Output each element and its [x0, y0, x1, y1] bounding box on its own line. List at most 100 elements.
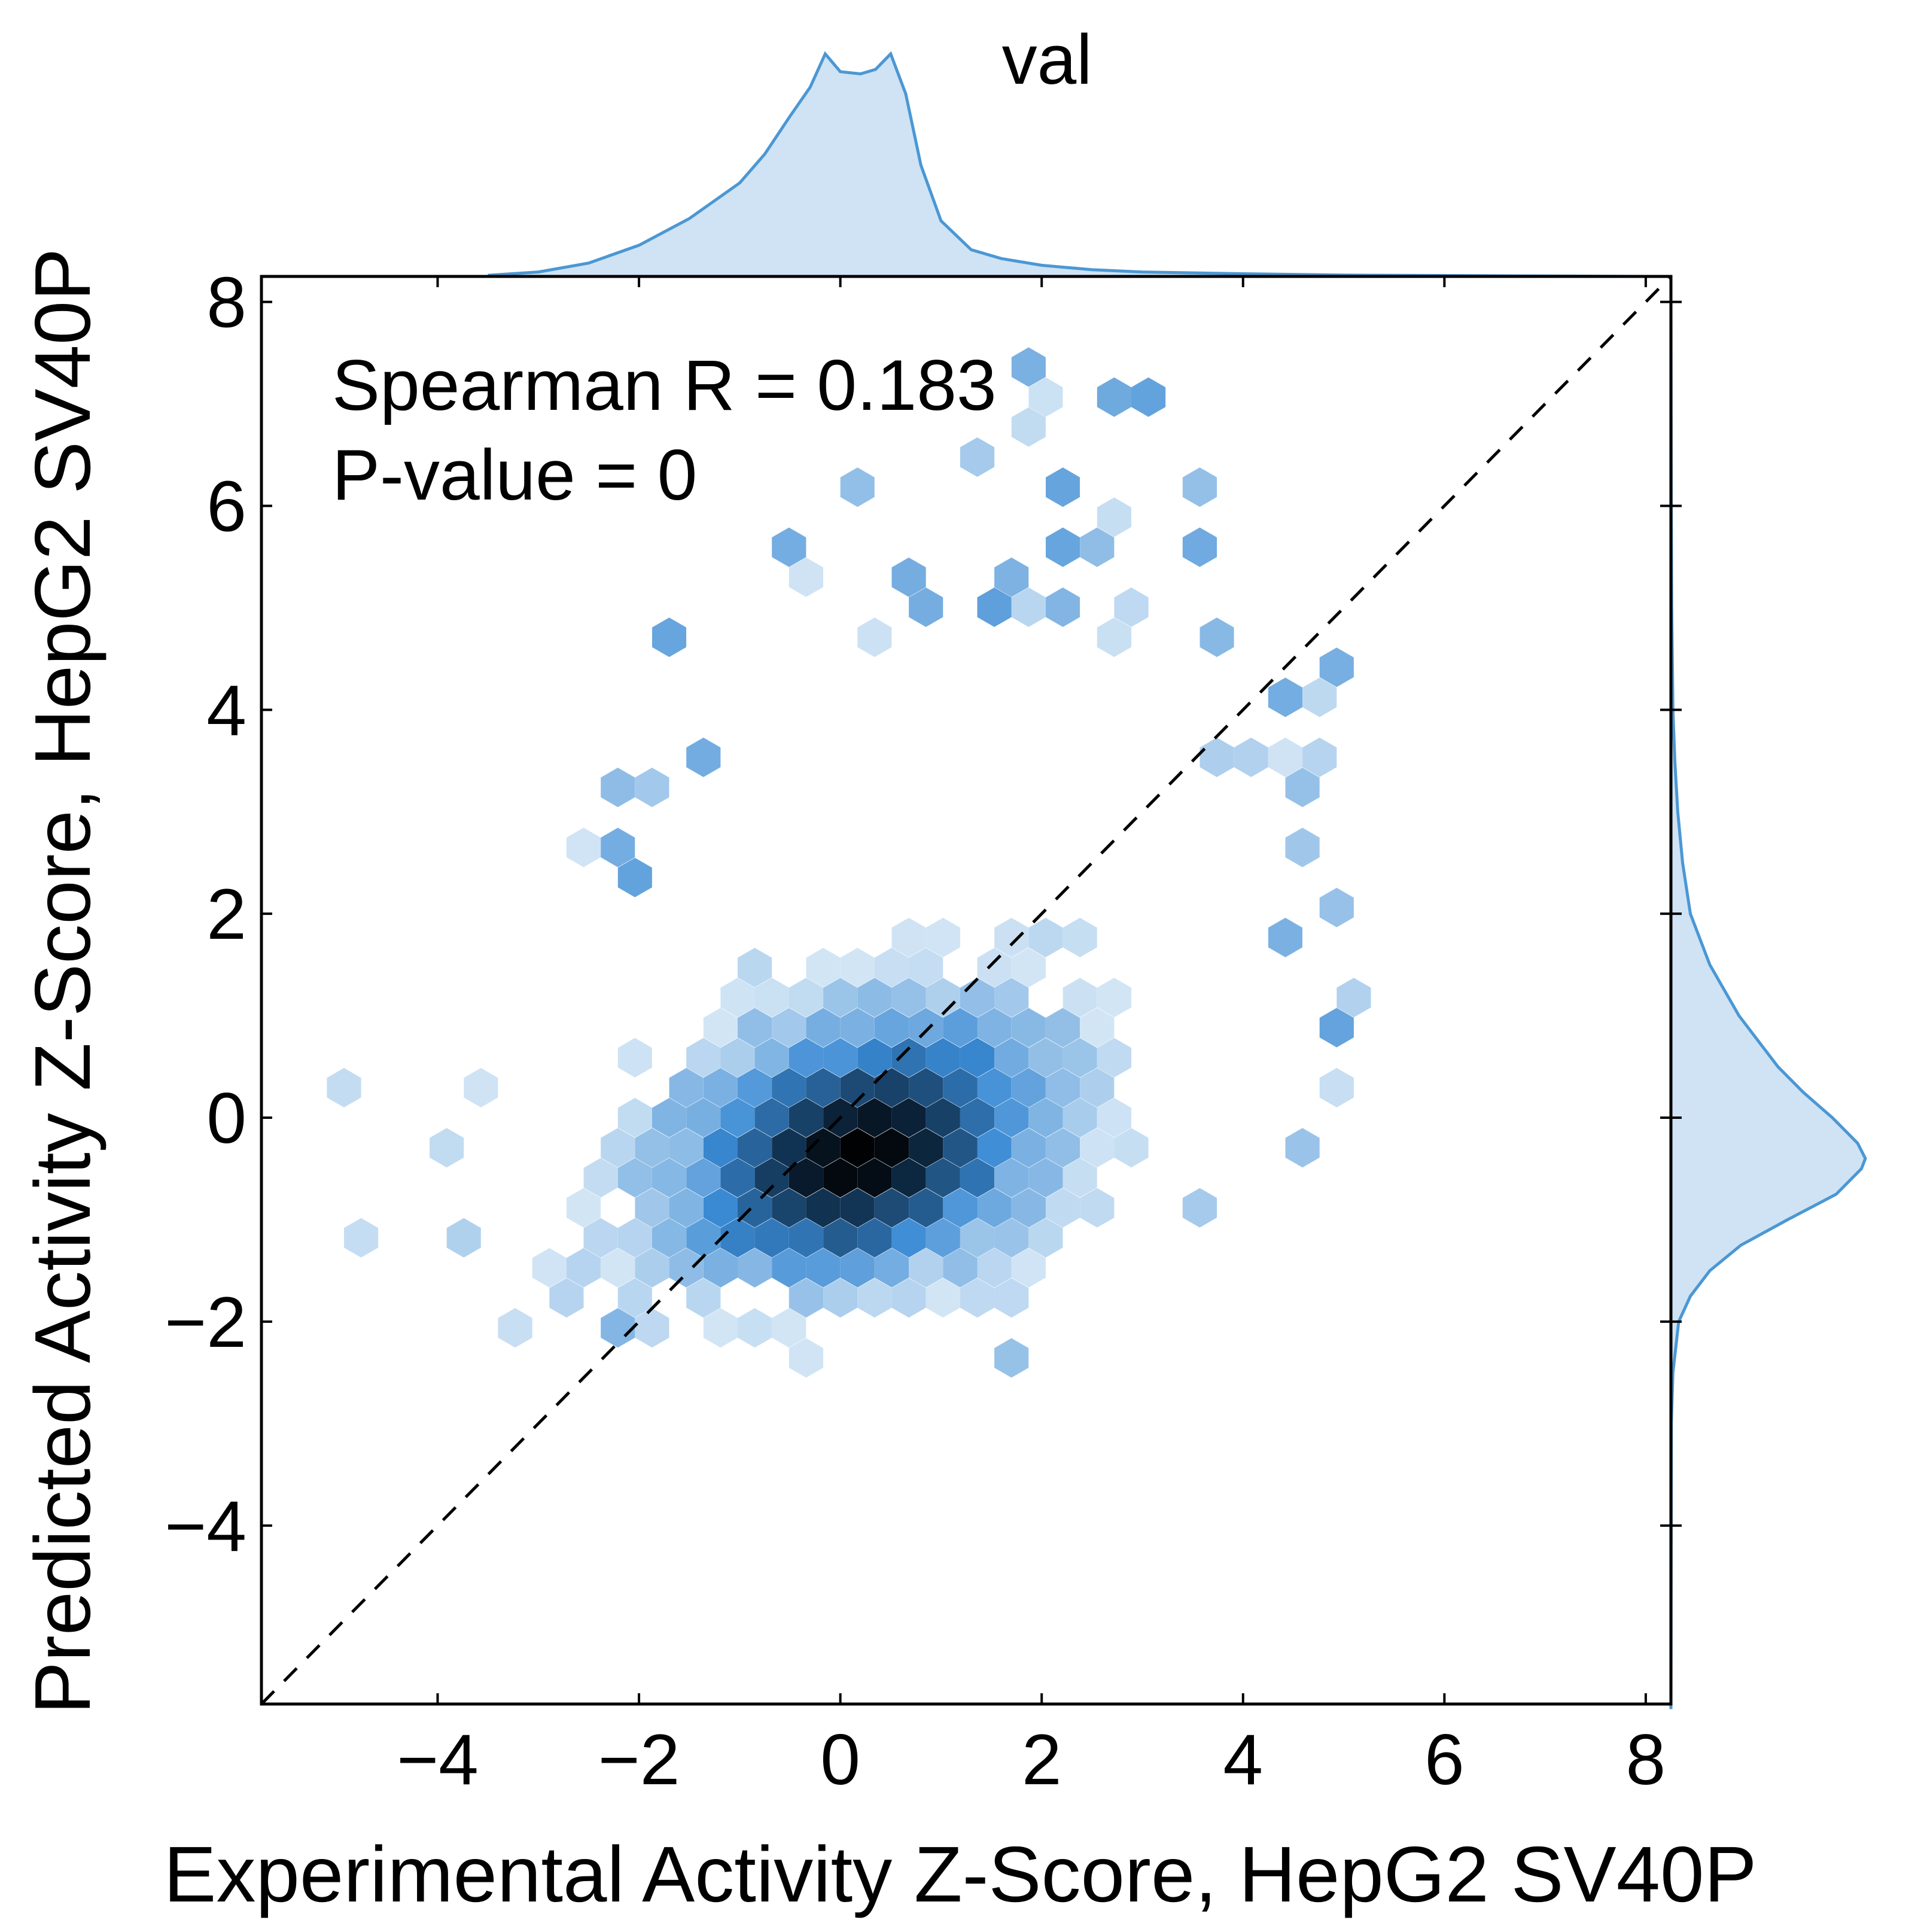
hexbin-cell	[1046, 527, 1080, 567]
hexbin-cell	[583, 1218, 618, 1258]
hexbin-cell	[1080, 1067, 1115, 1108]
hexbin-cell	[943, 1188, 978, 1228]
hexbin-cell	[738, 1008, 772, 1048]
hexbin-cell	[549, 1278, 584, 1318]
hexbin-cell	[617, 1278, 652, 1318]
hexbin-cell	[1097, 978, 1131, 1018]
marginal-y-line	[1669, 302, 1867, 1709]
hexbin-cell	[1011, 1067, 1046, 1108]
hexbin-cell	[994, 1278, 1029, 1318]
hexbin-cell	[1097, 1038, 1131, 1078]
hexbin-cell	[857, 1278, 892, 1318]
hexbin-cell	[754, 978, 789, 1018]
hexbin-cell	[464, 1067, 498, 1108]
hexbin-cell	[738, 948, 772, 988]
hexbin-cell	[772, 1248, 806, 1288]
hexbin-cell	[703, 1128, 738, 1168]
x-tick-label: 0	[820, 1720, 860, 1800]
hexbin-cell	[738, 1067, 772, 1108]
hexbin-cell	[703, 1308, 738, 1348]
hexbin-cell	[926, 1218, 960, 1258]
hexbin-cell	[566, 1188, 601, 1228]
hexbin-cell	[1046, 587, 1080, 627]
hexbin-cell	[1080, 527, 1115, 567]
hexbin-cell	[909, 948, 943, 988]
hexbin-cell	[754, 1158, 789, 1198]
hexbin-cell	[994, 917, 1029, 957]
hexbin-cell	[960, 1098, 995, 1137]
x-tick-label: −2	[598, 1720, 680, 1800]
x-tick-label: 6	[1424, 1720, 1465, 1800]
x-tick-label: 2	[1022, 1720, 1062, 1800]
hexbin-cell	[635, 1128, 669, 1168]
hexbin-cell	[977, 1008, 1012, 1048]
plot-frame	[260, 275, 1673, 1706]
hexbin-cell	[806, 1188, 841, 1228]
hexbin-cell	[891, 917, 926, 957]
hexbin-cell	[943, 1008, 978, 1048]
hexbin-cell	[686, 737, 721, 777]
hexbin-cell	[669, 1128, 704, 1168]
hexbin-cell	[1319, 1067, 1354, 1108]
hexbin-cell	[909, 1067, 943, 1108]
y-tick-label: 8	[206, 263, 246, 343]
hexbin-cell	[823, 978, 858, 1018]
hexbin-cell	[1046, 1128, 1080, 1168]
hexbin-cell	[635, 1188, 669, 1228]
hexbin-cell	[686, 1038, 721, 1078]
hexbin-cell	[1182, 527, 1217, 567]
hexbin-cell	[1319, 647, 1354, 687]
hexbin-cell	[1302, 737, 1337, 777]
hexbin-cell	[772, 1008, 806, 1048]
hexbin-cell	[1063, 1098, 1097, 1137]
hexbin-cell	[1011, 948, 1046, 988]
hexbin-cell	[1080, 1128, 1115, 1168]
hexbin-cell	[909, 1008, 943, 1048]
hexbin-cell	[1268, 917, 1302, 957]
y-tick-label: 2	[206, 874, 246, 954]
hexbin-cell	[977, 948, 1012, 988]
hexbin-cell	[754, 1038, 789, 1078]
hexbin-cell	[891, 1038, 926, 1078]
hexbin-cell	[1028, 1158, 1063, 1198]
hexbin-cell	[652, 1158, 687, 1198]
hexbin-cell	[601, 1128, 635, 1168]
annotation-pvalue: P-value = 0	[332, 435, 697, 515]
hexbin-cell	[635, 768, 669, 807]
x-tick-label: −4	[397, 1720, 479, 1800]
hexbin-cell	[909, 1128, 943, 1168]
hexbin-cell	[669, 1188, 704, 1228]
hexbin-cell	[1097, 497, 1131, 537]
x-axis-label: Experimental Activity Z-Score, HepG2 SV4…	[163, 1830, 1756, 1918]
hexbin-cell	[1011, 347, 1046, 387]
hexbin-cell	[891, 1218, 926, 1258]
hexbin-cell	[617, 1158, 652, 1198]
y-axis-label: Predicted Activity Z-Score, HepG2 SV40P	[19, 248, 106, 1714]
hexbin-cell	[926, 1098, 960, 1137]
marginal-x-density	[488, 51, 1646, 278]
y-ticks: −4 −2 0 2 4 6 8	[165, 263, 1682, 1566]
hexbin-cell	[960, 1218, 995, 1258]
hexbin-cell	[840, 467, 875, 507]
x-tick-label: 4	[1223, 1720, 1263, 1800]
hexbin-cell	[617, 1218, 652, 1258]
hexbin-cell	[1011, 587, 1046, 627]
hexbin-cell	[1011, 1128, 1046, 1168]
hexbin-cell	[789, 1158, 823, 1198]
hexbin-cell	[652, 1218, 687, 1258]
hexbin-cell	[909, 1188, 943, 1228]
hexbin-cell	[1028, 1038, 1063, 1078]
hexbin-cell	[601, 768, 635, 807]
hexbin-cell	[1028, 917, 1063, 957]
hexbin-cell	[703, 1248, 738, 1288]
hexbin-cell	[1302, 677, 1337, 717]
hexbin-cell	[943, 1067, 978, 1108]
hexbin-cell	[686, 1158, 721, 1198]
hexbin-cell	[566, 827, 601, 868]
hexbin-cell	[891, 1098, 926, 1137]
hexbin-cell	[857, 1158, 892, 1198]
hexbin-cell	[789, 557, 823, 597]
hexbin-cell	[977, 1067, 1012, 1108]
hexbin-cell	[754, 1098, 789, 1137]
